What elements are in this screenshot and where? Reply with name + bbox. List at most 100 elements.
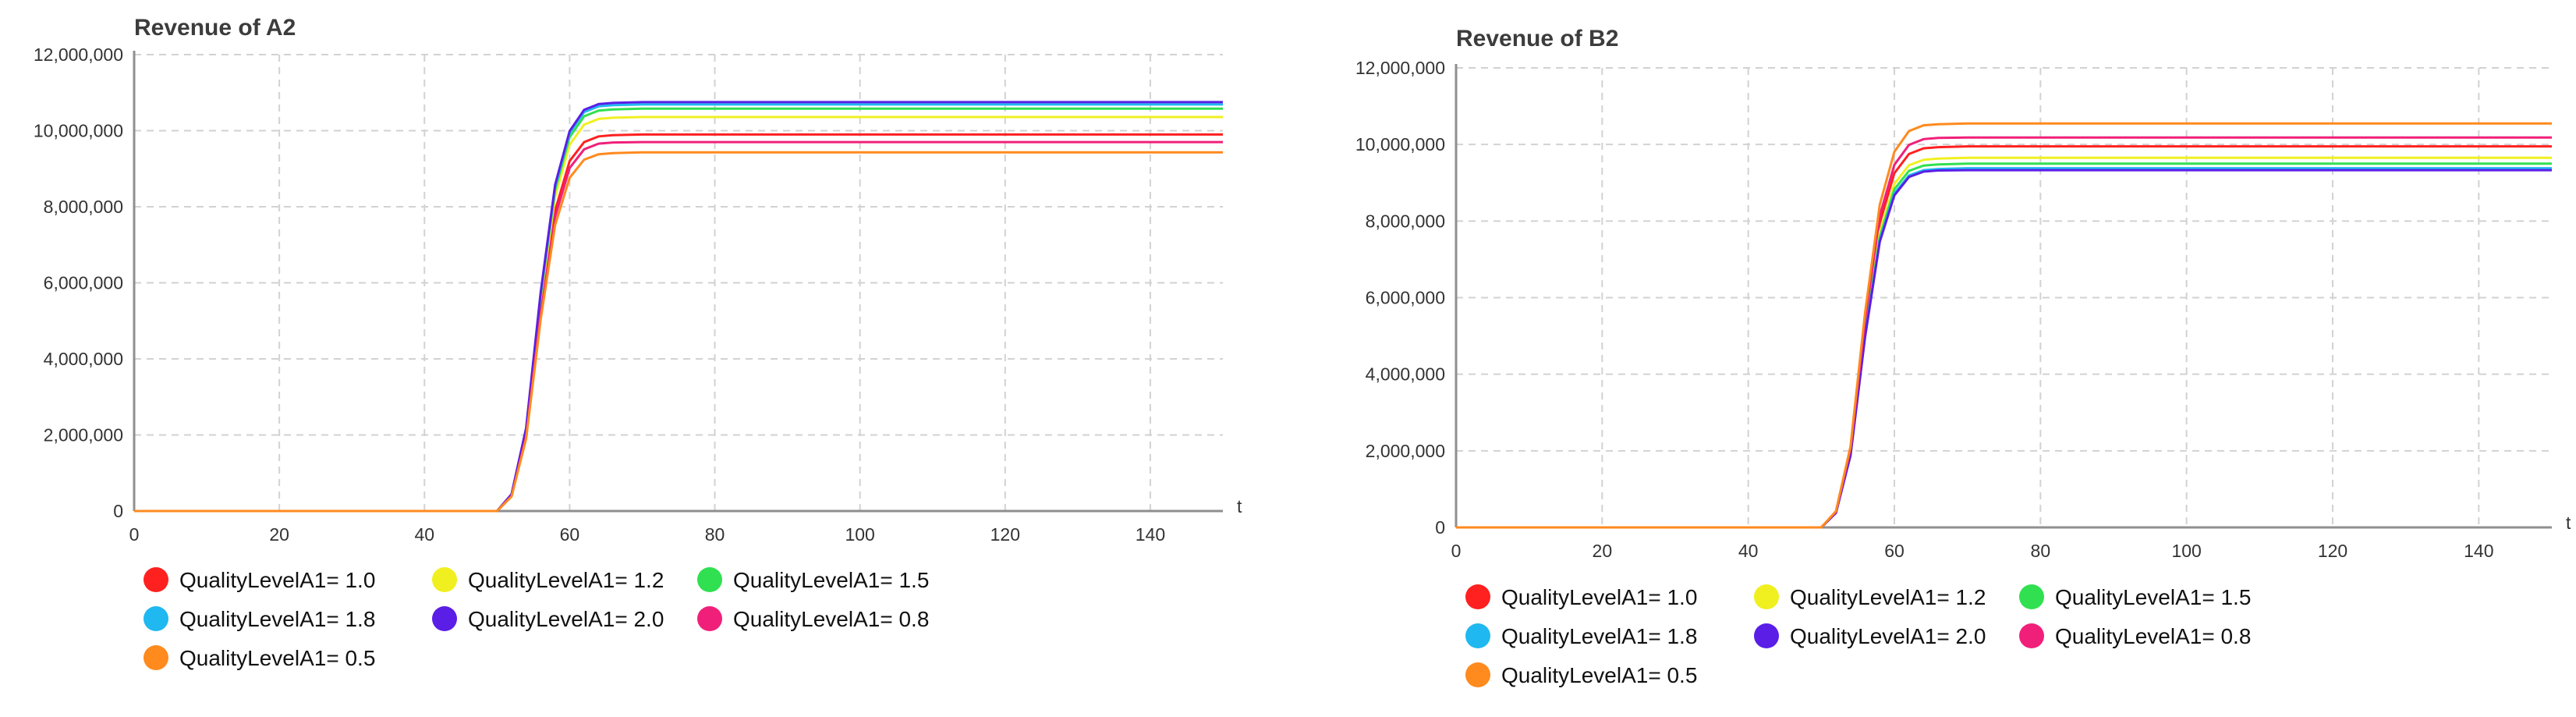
legend-label: QualityLevelA1= 1.8 bbox=[1501, 624, 1697, 648]
series-line bbox=[134, 107, 1223, 513]
series-line bbox=[134, 151, 1223, 513]
y-tick-label: 8,000,000 bbox=[1366, 211, 1445, 231]
series-line bbox=[1456, 122, 2552, 529]
y-tick-label: 12,000,000 bbox=[34, 44, 123, 65]
legend-swatch bbox=[144, 606, 168, 631]
chart-revenue-a2: Revenue of A2 t 0 2,000,000 4,000,000 6,000… bbox=[34, 15, 1242, 670]
legend-item[interactable]: QualityLevelA1= 0.5 bbox=[1465, 662, 1697, 687]
legend: QualityLevelA1= 1.0 QualityLevelA1= 1.2 Qu… bbox=[144, 567, 929, 670]
x-tick-label: 80 bbox=[2031, 541, 2051, 561]
legend: QualityLevelA1= 1.0 QualityLevelA1= 1.2 Qu… bbox=[1465, 584, 2251, 687]
y-tick-label: 2,000,000 bbox=[44, 425, 123, 445]
legend-label: QualityLevelA1= 2.0 bbox=[1790, 624, 1986, 648]
y-tick-label: 10,000,000 bbox=[1355, 134, 1445, 154]
series-line bbox=[134, 140, 1223, 513]
legend-item[interactable]: QualityLevelA1= 1.5 bbox=[2019, 584, 2251, 609]
legend-swatch bbox=[697, 567, 722, 592]
x-tick-label: 60 bbox=[560, 524, 580, 545]
series-line bbox=[134, 133, 1223, 513]
legend-swatch bbox=[144, 645, 168, 670]
grid bbox=[1456, 67, 2552, 527]
x-tick-label: 80 bbox=[705, 524, 725, 545]
legend-item[interactable]: QualityLevelA1= 1.2 bbox=[432, 567, 664, 592]
legend-swatch bbox=[697, 606, 722, 631]
legend-label: QualityLevelA1= 2.0 bbox=[468, 607, 664, 631]
series-line bbox=[134, 115, 1223, 513]
series-group bbox=[134, 101, 1223, 513]
legend-item[interactable]: QualityLevelA1= 1.5 bbox=[697, 567, 929, 592]
grid bbox=[134, 54, 1223, 511]
tick-labels: 0 2,000,000 4,000,000 6,000,000 8,000,000 10,… bbox=[1355, 58, 2494, 561]
chart-title: Revenue of A2 bbox=[134, 15, 296, 41]
y-tick-label: 4,000,000 bbox=[44, 349, 123, 369]
legend-label: QualityLevelA1= 1.0 bbox=[179, 568, 375, 592]
series-line bbox=[134, 101, 1223, 513]
x-axis-label: t bbox=[2566, 513, 2571, 533]
legend-item[interactable]: QualityLevelA1= 1.8 bbox=[144, 606, 375, 631]
legend-label: QualityLevelA1= 0.5 bbox=[179, 646, 375, 670]
x-tick-label: 140 bbox=[1136, 524, 1165, 545]
x-tick-label: 140 bbox=[2464, 541, 2493, 561]
tick-labels: 0 2,000,000 4,000,000 6,000,000 8,000,000 10,… bbox=[34, 44, 1165, 545]
legend-swatch bbox=[432, 606, 457, 631]
series-line bbox=[134, 103, 1223, 513]
x-axis-label: t bbox=[1237, 496, 1242, 516]
x-tick-label: 60 bbox=[1884, 541, 1905, 561]
legend-item[interactable]: QualityLevelA1= 1.2 bbox=[1754, 584, 1986, 609]
y-tick-label: 6,000,000 bbox=[44, 273, 123, 293]
x-tick-label: 120 bbox=[2318, 541, 2347, 561]
legend-item[interactable]: QualityLevelA1= 2.0 bbox=[432, 606, 664, 631]
legend-label: QualityLevelA1= 1.8 bbox=[179, 607, 375, 631]
legend-item[interactable]: QualityLevelA1= 0.8 bbox=[2019, 623, 2251, 648]
legend-swatch bbox=[1754, 623, 1779, 648]
series-line bbox=[1456, 145, 2552, 529]
legend-swatch bbox=[1754, 584, 1779, 609]
y-tick-label: 8,000,000 bbox=[44, 197, 123, 217]
legend-label: QualityLevelA1= 0.8 bbox=[733, 607, 929, 631]
legend-swatch bbox=[144, 567, 168, 592]
legend-item[interactable]: QualityLevelA1= 1.0 bbox=[144, 567, 375, 592]
y-tick-label: 12,000,000 bbox=[1355, 58, 1445, 78]
x-tick-label: 20 bbox=[1593, 541, 1613, 561]
y-tick-label: 6,000,000 bbox=[1366, 288, 1445, 308]
legend-swatch bbox=[2019, 584, 2044, 609]
y-tick-label: 0 bbox=[1435, 517, 1445, 538]
series-group bbox=[1456, 122, 2552, 529]
x-tick-label: 20 bbox=[269, 524, 289, 545]
chart-title: Revenue of B2 bbox=[1456, 26, 1618, 51]
legend-label: QualityLevelA1= 0.8 bbox=[2055, 624, 2251, 648]
series-line bbox=[1456, 169, 2552, 529]
x-tick-label: 100 bbox=[2171, 541, 2201, 561]
legend-swatch bbox=[2019, 623, 2044, 648]
x-tick-label: 120 bbox=[990, 524, 1020, 545]
y-tick-label: 2,000,000 bbox=[1366, 441, 1445, 461]
x-tick-label: 100 bbox=[845, 524, 874, 545]
x-tick-label: 40 bbox=[1738, 541, 1759, 561]
series-line bbox=[1456, 167, 2552, 529]
legend-label: QualityLevelA1= 1.2 bbox=[468, 568, 664, 592]
y-tick-label: 10,000,000 bbox=[34, 121, 123, 141]
legend-label: QualityLevelA1= 1.0 bbox=[1501, 585, 1697, 609]
series-line bbox=[1456, 156, 2552, 529]
legend-swatch bbox=[1465, 662, 1490, 687]
y-tick-label: 0 bbox=[113, 501, 123, 521]
series-line bbox=[1456, 136, 2552, 529]
legend-item[interactable]: QualityLevelA1= 0.5 bbox=[144, 645, 375, 670]
legend-swatch bbox=[1465, 584, 1490, 609]
legend-item[interactable]: QualityLevelA1= 1.8 bbox=[1465, 623, 1697, 648]
legend-swatch bbox=[432, 567, 457, 592]
x-tick-label: 0 bbox=[1451, 541, 1462, 561]
legend-swatch bbox=[1465, 623, 1490, 648]
x-tick-label: 40 bbox=[414, 524, 434, 545]
legend-label: QualityLevelA1= 1.2 bbox=[1790, 585, 1986, 609]
legend-item[interactable]: QualityLevelA1= 2.0 bbox=[1754, 623, 1986, 648]
legend-item[interactable]: QualityLevelA1= 0.8 bbox=[697, 606, 929, 631]
legend-label: QualityLevelA1= 1.5 bbox=[733, 568, 929, 592]
y-tick-label: 4,000,000 bbox=[1366, 364, 1445, 385]
legend-label: QualityLevelA1= 1.5 bbox=[2055, 585, 2251, 609]
legend-item[interactable]: QualityLevelA1= 1.0 bbox=[1465, 584, 1697, 609]
chart-revenue-b2: Revenue of B2 t 0 2,000,000 4,000,000 6,000… bbox=[1355, 26, 2571, 687]
x-tick-label: 0 bbox=[129, 524, 140, 545]
legend-label: QualityLevelA1= 0.5 bbox=[1501, 663, 1697, 687]
